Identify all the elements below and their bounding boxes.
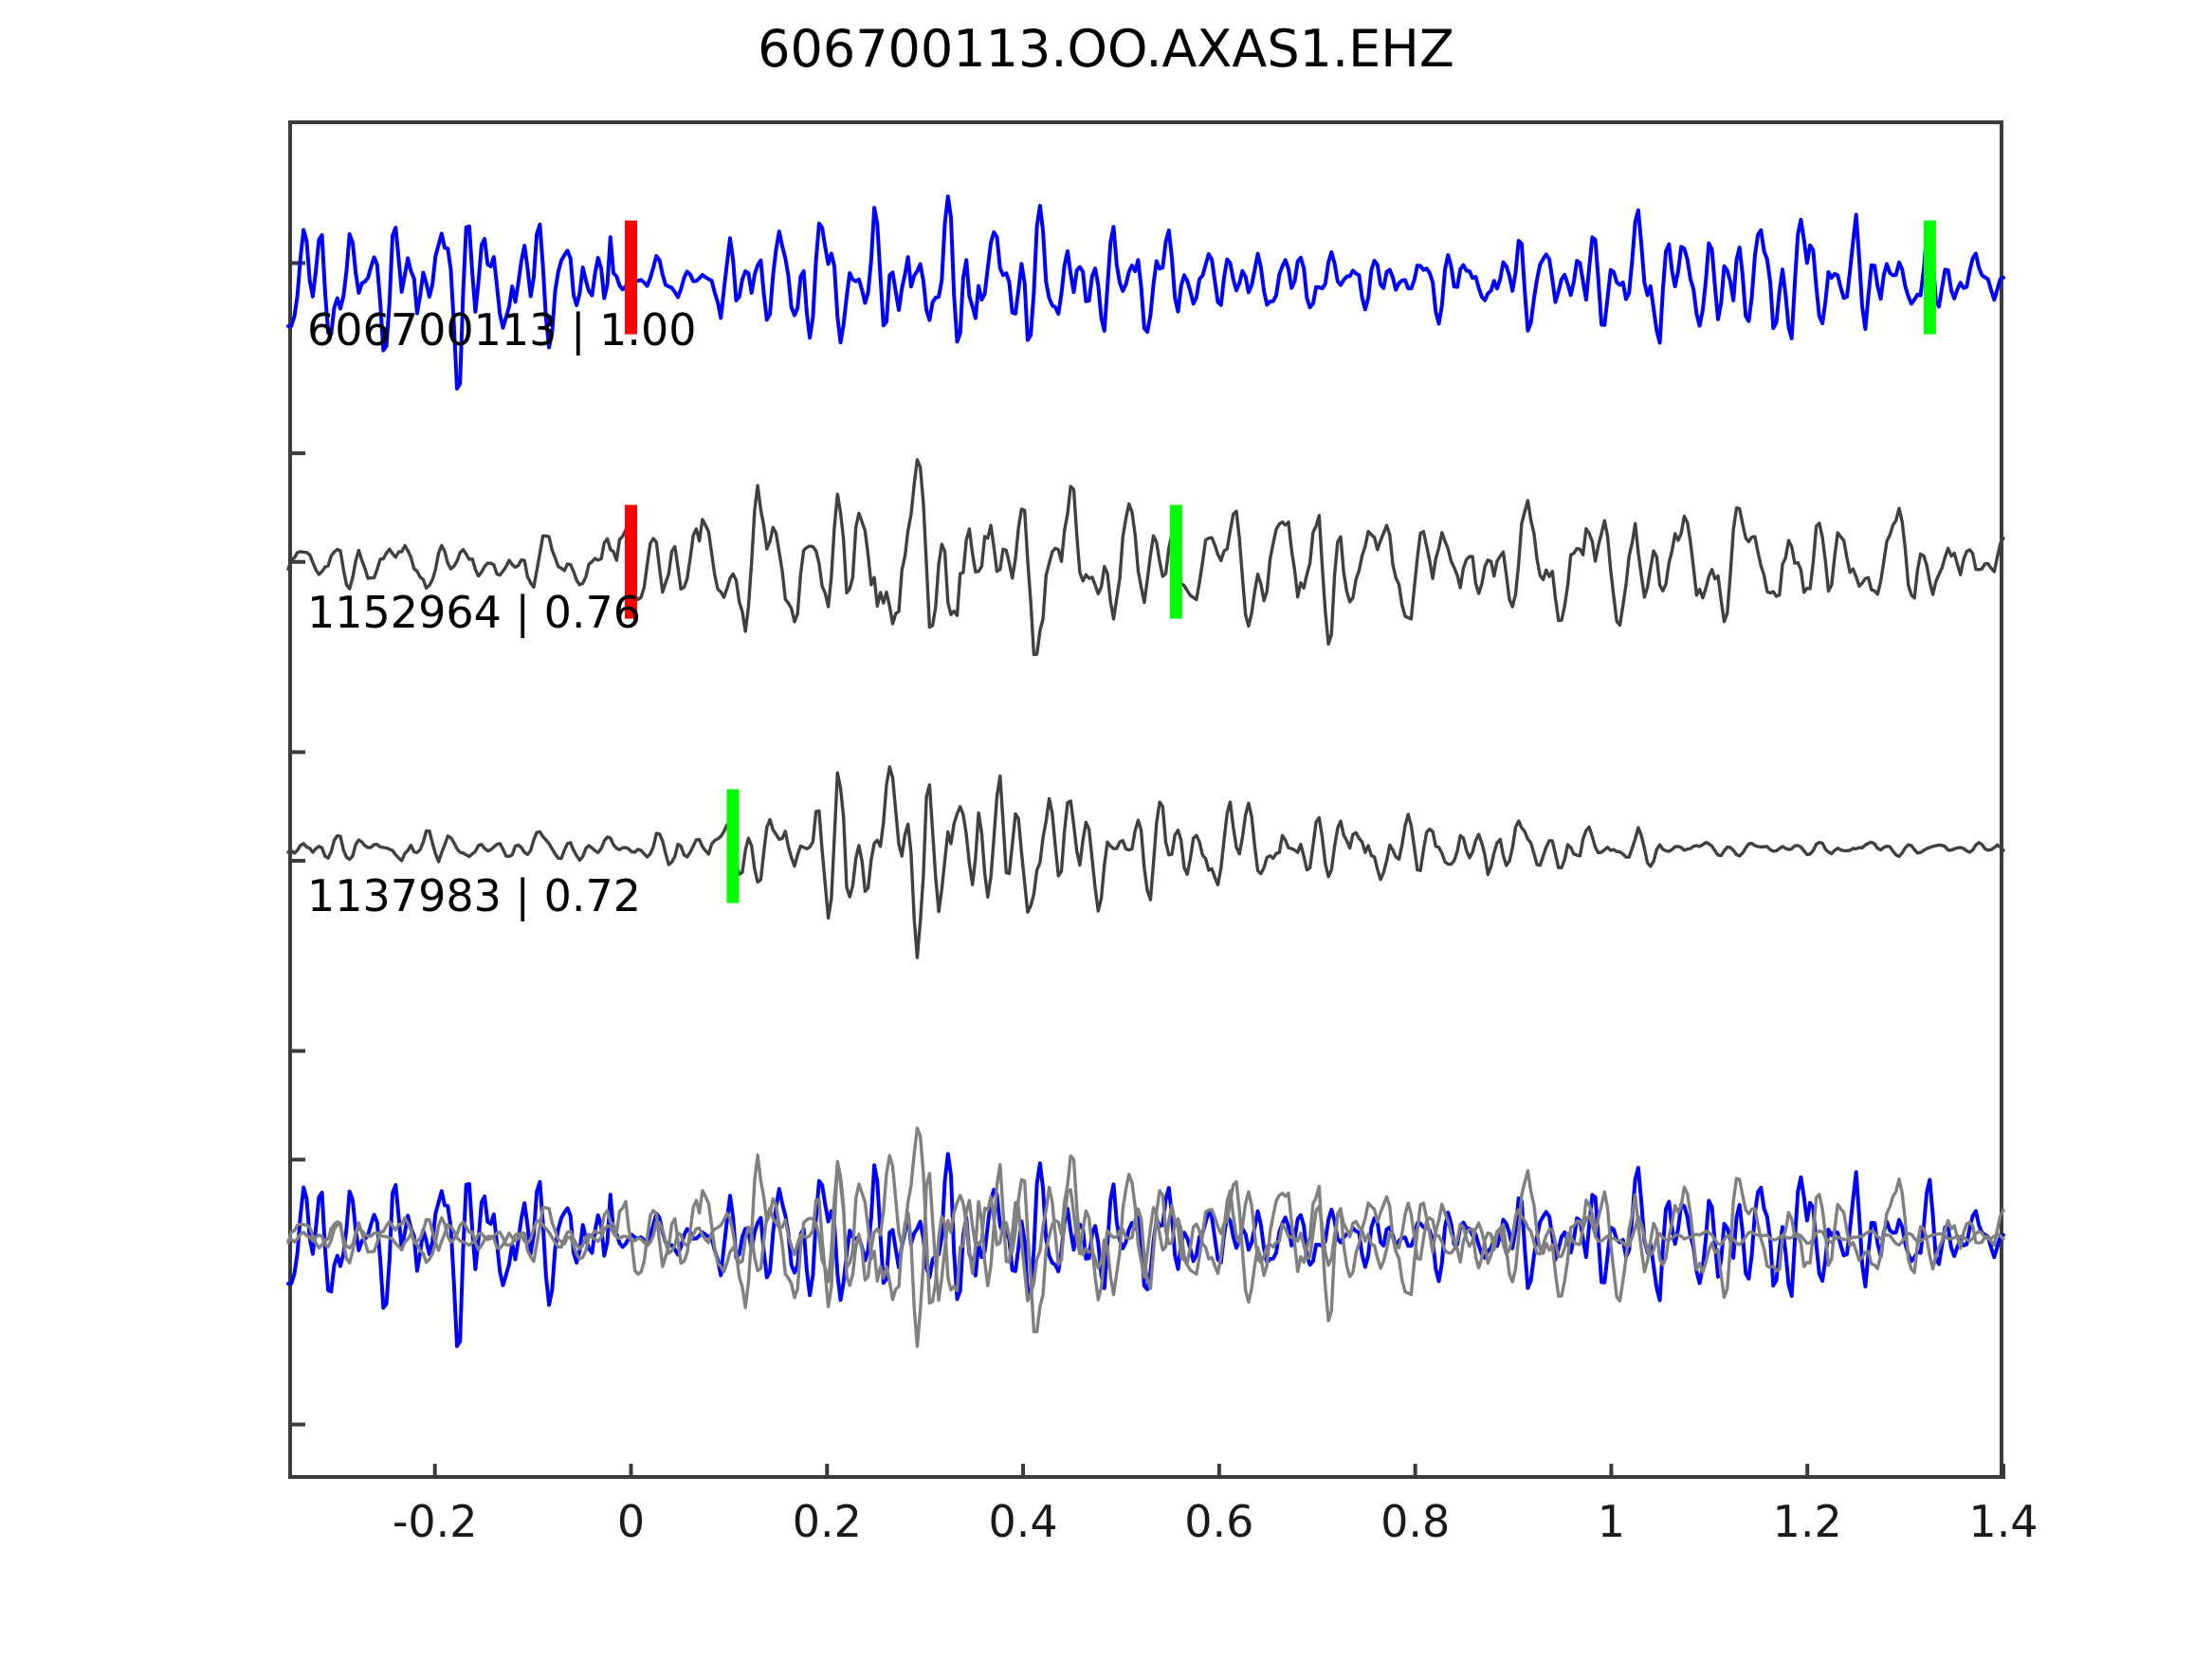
x-axis-ticks — [432, 1464, 2005, 1479]
x-tick-label-3: 0.4 — [988, 1496, 1058, 1547]
y-axis-ticks — [288, 261, 305, 1427]
plot-frame — [288, 120, 2003, 1479]
pick-marker-606700113 — [625, 220, 637, 335]
detect-marker-1152964 — [1169, 504, 1182, 619]
x-tick-label-1: 0 — [616, 1496, 646, 1547]
x-tick-label-6: 1 — [1597, 1496, 1626, 1547]
trace-label-606700113: 606700113 | 1.00 — [307, 304, 697, 356]
trace-label-1137983: 1137983 | 0.72 — [307, 870, 642, 921]
waveform-1137983-panel-overlay — [286, 1154, 2005, 1348]
phase-markers — [625, 220, 1936, 903]
detect-marker-606700113 — [1923, 220, 1936, 335]
x-tick-label-7: 1.2 — [1772, 1496, 1842, 1547]
waveform-1137983-panel-template-2 — [286, 765, 2005, 959]
waveform-606700113-panel-target — [286, 194, 2005, 391]
page-title: 606700113.OO.AXAS1.EHZ — [758, 19, 1454, 79]
waveform-606700113-panel-overlay — [286, 1152, 2005, 1348]
waveform-traces — [286, 194, 2005, 1348]
trace-label-1152964: 1152964 | 0.76 — [307, 587, 642, 638]
x-tick-label-5: 0.8 — [1380, 1496, 1451, 1547]
waveform-1152964-panel-template-1 — [286, 458, 2005, 657]
x-tick-label-4: 0.6 — [1184, 1496, 1254, 1547]
detect-marker-1137983 — [726, 789, 740, 903]
pick-marker-1152964 — [625, 504, 637, 619]
x-tick-label-2: 0.2 — [792, 1496, 862, 1547]
x-tick-label-8: 1.4 — [1968, 1496, 2038, 1547]
x-tick-label-0: -0.2 — [392, 1496, 478, 1547]
